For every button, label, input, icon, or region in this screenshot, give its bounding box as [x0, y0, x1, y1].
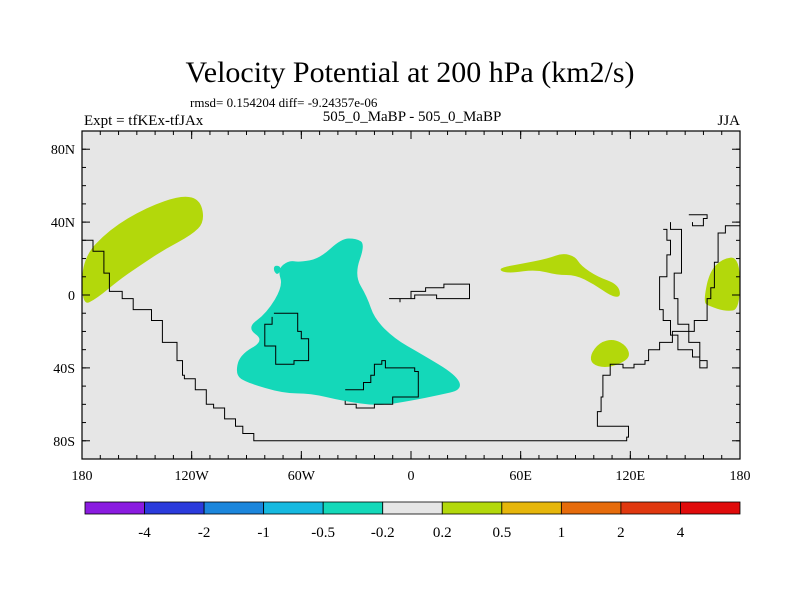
- x-tick-label: 0: [408, 469, 415, 484]
- x-tick-label: 60W: [288, 469, 316, 484]
- colorbar-swatch: [84, 501, 145, 515]
- colorbar-swatch: [144, 501, 205, 515]
- y-tick-label: 80S: [53, 435, 75, 450]
- colorbar-swatch: [263, 501, 324, 515]
- anomaly-region-5: [273, 265, 281, 274]
- colorbar-label: -2: [198, 525, 211, 541]
- colorbar-label: 2: [617, 525, 625, 541]
- chart-title: Velocity Potential at 200 hPa (km2/s): [185, 56, 634, 89]
- colorbar-swatch: [680, 501, 741, 515]
- run-label: 505_0_MaBP - 505_0_MaBP: [323, 109, 502, 125]
- anomaly-region-0: [82, 196, 204, 303]
- y-tick-label: 0: [68, 289, 75, 304]
- colorbar-label: 0.5: [492, 525, 511, 541]
- experiment-label: Expt = tfKEx-tfJAx: [84, 113, 204, 129]
- colorbar-swatch: [501, 501, 562, 515]
- y-tick-label: 80N: [51, 143, 75, 158]
- colorbar-label: 4: [677, 525, 685, 541]
- colorbar-label: -0.5: [311, 525, 335, 541]
- colorbar: -4 -2 -1 -0.5 -0.2 0.2 0.5 1 2 4: [84, 501, 741, 541]
- coastline-1: [264, 312, 310, 365]
- colorbar-swatch: [441, 501, 503, 515]
- colorbar-swatch: [203, 501, 265, 515]
- coastline-3: [389, 283, 470, 303]
- coastline-5: [688, 214, 708, 227]
- map-panel: 180 120W 60W 0 60E 120E 180 80N 40N 0 40S 80S: [51, 130, 751, 484]
- x-tick-label: 180: [730, 469, 751, 484]
- coastline-4: [659, 222, 708, 369]
- x-tick-label: 180: [72, 469, 93, 484]
- x-tick-label: 120W: [175, 469, 210, 484]
- season-label: JJA: [717, 113, 740, 129]
- y-tick-label: 40N: [51, 216, 75, 231]
- colorbar-label: 1: [558, 525, 566, 541]
- coastline-2: [344, 360, 419, 409]
- anomaly-regions: [82, 196, 740, 405]
- coastlines: [82, 214, 740, 442]
- colorbar-label: -1: [257, 525, 270, 541]
- colorbar-label: -0.2: [371, 525, 395, 541]
- colorbar-label: 0.2: [433, 525, 452, 541]
- anomaly-region-3: [704, 257, 740, 311]
- x-tick-label: 60E: [509, 469, 532, 484]
- anomaly-region-6: [285, 264, 291, 273]
- stats-label: rmsd= 0.154204 diff= -9.24357e-06: [190, 95, 378, 110]
- colorbar-swatch: [560, 501, 622, 515]
- colorbar-swatch: [620, 501, 681, 515]
- x-tick-label: 120E: [616, 469, 646, 484]
- colorbar-label: -4: [138, 525, 151, 541]
- anomaly-region-1: [500, 254, 620, 297]
- colorbar-swatch: [322, 501, 384, 515]
- y-tick-label: 40S: [53, 362, 75, 377]
- anomaly-region-4: [236, 238, 460, 405]
- colorbar-swatch: [382, 501, 443, 515]
- anomaly-region-2: [590, 339, 629, 367]
